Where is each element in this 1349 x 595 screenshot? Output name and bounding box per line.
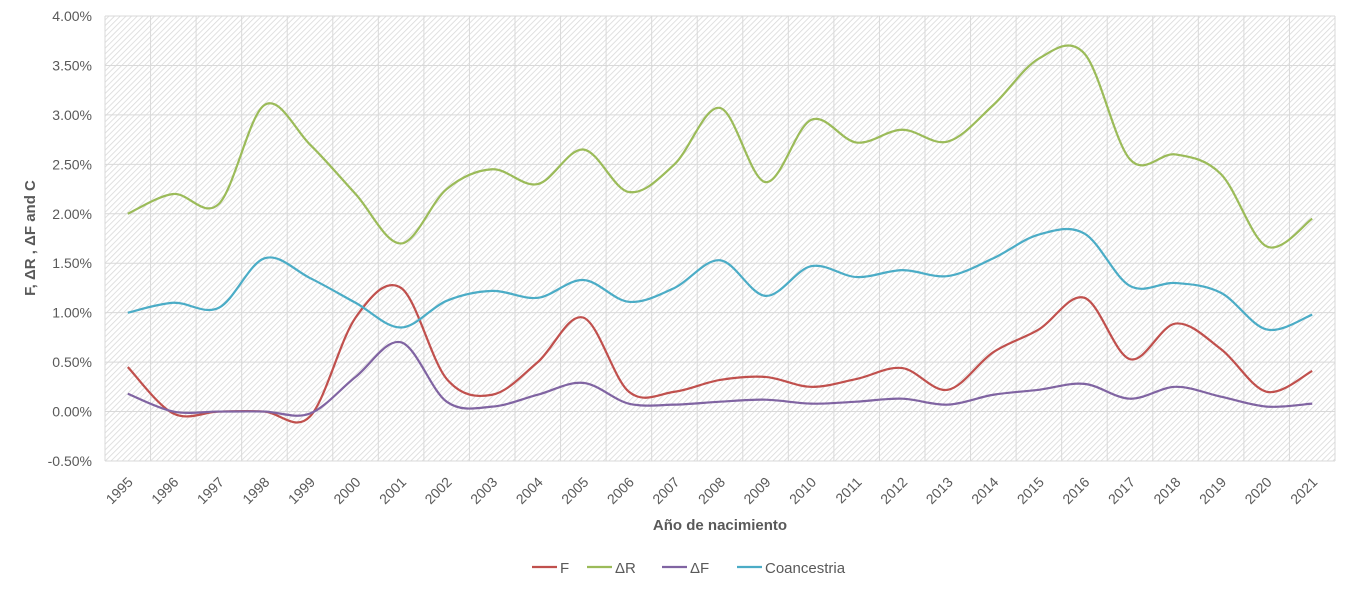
x-tick-label: 2013 bbox=[923, 474, 956, 507]
x-tick-label: 2018 bbox=[1150, 474, 1183, 507]
x-tick-label: 2016 bbox=[1059, 474, 1092, 507]
x-tick-label: 2012 bbox=[877, 474, 910, 507]
series-line-ΔF bbox=[127, 340, 1313, 417]
gridlines bbox=[104, 15, 1336, 462]
x-tick-label: 2017 bbox=[1105, 474, 1138, 507]
x-tick-label: 2004 bbox=[513, 474, 546, 507]
legend-label: ΔF bbox=[690, 560, 709, 577]
y-tick-label: 2.50% bbox=[52, 156, 92, 172]
x-tick-label: 2002 bbox=[421, 474, 454, 507]
y-tick-label: 1.00% bbox=[52, 305, 92, 321]
legend-label: ΔR bbox=[615, 560, 636, 577]
legend-label: Coancestria bbox=[765, 560, 846, 577]
x-tick-label: 2000 bbox=[330, 474, 363, 507]
x-tick-label: 1998 bbox=[239, 474, 272, 507]
series-line-Coancestria bbox=[127, 227, 1313, 332]
x-tick-label: 2005 bbox=[558, 474, 591, 507]
plot-area bbox=[105, 16, 1335, 461]
x-tick-label: 2010 bbox=[786, 474, 819, 507]
series-line-F bbox=[126, 284, 1313, 424]
y-tick-label: -0.50% bbox=[48, 453, 92, 469]
y-tick-label: 4.00% bbox=[52, 8, 92, 24]
y-tick-label: 1.50% bbox=[52, 255, 92, 271]
legend-label: F bbox=[560, 560, 569, 577]
y-axis: -0.50% 0.00% 0.50% 1.00% 1.50% 2.00% 2.50% 3.00… bbox=[48, 8, 92, 469]
y-tick-label: 3.50% bbox=[52, 57, 92, 73]
x-tick-label: 1997 bbox=[194, 474, 227, 507]
y-tick-label: 0.00% bbox=[52, 404, 92, 420]
x-tick-label: 2015 bbox=[1014, 474, 1047, 507]
y-tick-label: 0.50% bbox=[52, 354, 92, 370]
x-tick-label: 2008 bbox=[695, 474, 728, 507]
x-tick-label: 2011 bbox=[832, 474, 865, 507]
x-tick-label: 1995 bbox=[103, 474, 136, 507]
x-tick-label: 2019 bbox=[1196, 474, 1229, 507]
x-tick-label: 2007 bbox=[649, 474, 682, 507]
x-tick-label: 1996 bbox=[148, 474, 181, 507]
y-tick-label: 3.00% bbox=[52, 107, 92, 123]
series-lines bbox=[126, 44, 1313, 424]
x-tick-label: 2021 bbox=[1287, 474, 1320, 507]
x-tick-label: 1999 bbox=[285, 474, 318, 507]
x-tick-label: 2020 bbox=[1241, 474, 1274, 507]
x-axis: 1995 1996 1997 1998 1999 2000 2001 2002 2003 2004… bbox=[103, 474, 1321, 507]
y-tick-label: 2.00% bbox=[52, 206, 92, 222]
series-line-ΔR bbox=[127, 44, 1313, 249]
x-tick-label: 2003 bbox=[467, 474, 500, 507]
x-tick-label: 2014 bbox=[968, 474, 1001, 507]
x-tick-label: 2009 bbox=[740, 474, 773, 507]
y-axis-label: F, ΔR , ΔF and C bbox=[22, 180, 39, 296]
legend: F ΔR ΔF Coancestria bbox=[532, 560, 846, 577]
x-tick-label: 2001 bbox=[376, 474, 409, 507]
x-tick-label: 2006 bbox=[604, 474, 637, 507]
x-axis-label: Año de nacimiento bbox=[653, 517, 787, 534]
